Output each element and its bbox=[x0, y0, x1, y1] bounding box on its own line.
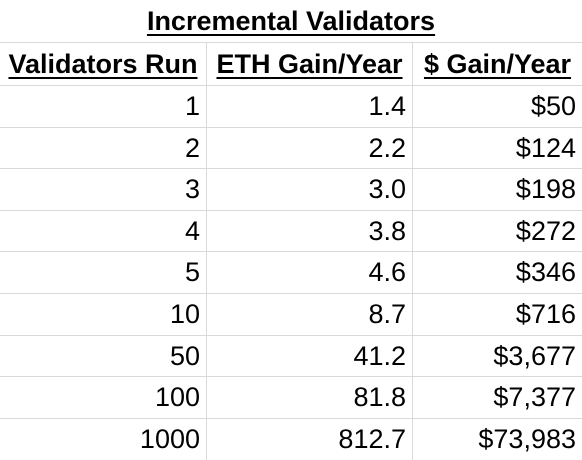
cell-validators-run: 4 bbox=[184, 216, 200, 246]
cell-validators-run: 2 bbox=[184, 133, 200, 163]
gridline-vertical bbox=[412, 0, 413, 460]
table-title: Incremental Validators bbox=[0, 0, 582, 42]
cell-validators-run: 1000 bbox=[139, 424, 200, 454]
cell-validators-run: 50 bbox=[169, 341, 200, 371]
cell-usd-gain: $7,377 bbox=[493, 382, 576, 412]
gridline-horizontal bbox=[0, 210, 582, 211]
cell-validators-run: 100 bbox=[154, 382, 200, 412]
cell-usd-gain: $124 bbox=[515, 133, 576, 163]
gridline-horizontal bbox=[0, 85, 582, 86]
cell-eth-gain: 41.2 bbox=[353, 341, 406, 371]
cell-usd-gain: $272 bbox=[515, 216, 576, 246]
cell-eth-gain: 1.4 bbox=[368, 91, 406, 121]
cell-usd-gain: $198 bbox=[515, 174, 576, 204]
gridline-horizontal bbox=[0, 42, 582, 43]
cell-eth-gain: 8.7 bbox=[368, 299, 406, 329]
cell-eth-gain: 2.2 bbox=[368, 133, 406, 163]
cell-eth-gain: 81.8 bbox=[353, 382, 406, 412]
gridline-horizontal bbox=[0, 293, 582, 294]
gridline-horizontal bbox=[0, 127, 582, 128]
cell-eth-gain: 3.8 bbox=[368, 216, 406, 246]
column-header-usd-gain: $ Gain/Year bbox=[413, 43, 582, 85]
cell-usd-gain: $73,983 bbox=[478, 424, 576, 454]
gridline-horizontal bbox=[0, 335, 582, 336]
cell-usd-gain: $50 bbox=[530, 91, 576, 121]
gridline-vertical bbox=[206, 0, 207, 460]
cell-usd-gain: $716 bbox=[515, 299, 576, 329]
cell-validators-run: 5 bbox=[184, 257, 200, 287]
cell-validators-run: 3 bbox=[184, 174, 200, 204]
gridline-horizontal bbox=[0, 418, 582, 419]
gridline-horizontal bbox=[0, 251, 582, 252]
gridline-horizontal bbox=[0, 168, 582, 169]
cell-eth-gain: 4.6 bbox=[368, 257, 406, 287]
column-header-validators-run: Validators Run bbox=[0, 43, 206, 85]
cell-usd-gain: $3,677 bbox=[493, 341, 576, 371]
cell-eth-gain: 812.7 bbox=[338, 424, 406, 454]
column-header-eth-gain: ETH Gain/Year bbox=[207, 43, 412, 85]
cell-validators-run: 1 bbox=[184, 91, 200, 121]
cell-validators-run: 10 bbox=[169, 299, 200, 329]
gridline-horizontal bbox=[0, 376, 582, 377]
cell-usd-gain: $346 bbox=[515, 257, 576, 287]
cell-eth-gain: 3.0 bbox=[368, 174, 406, 204]
